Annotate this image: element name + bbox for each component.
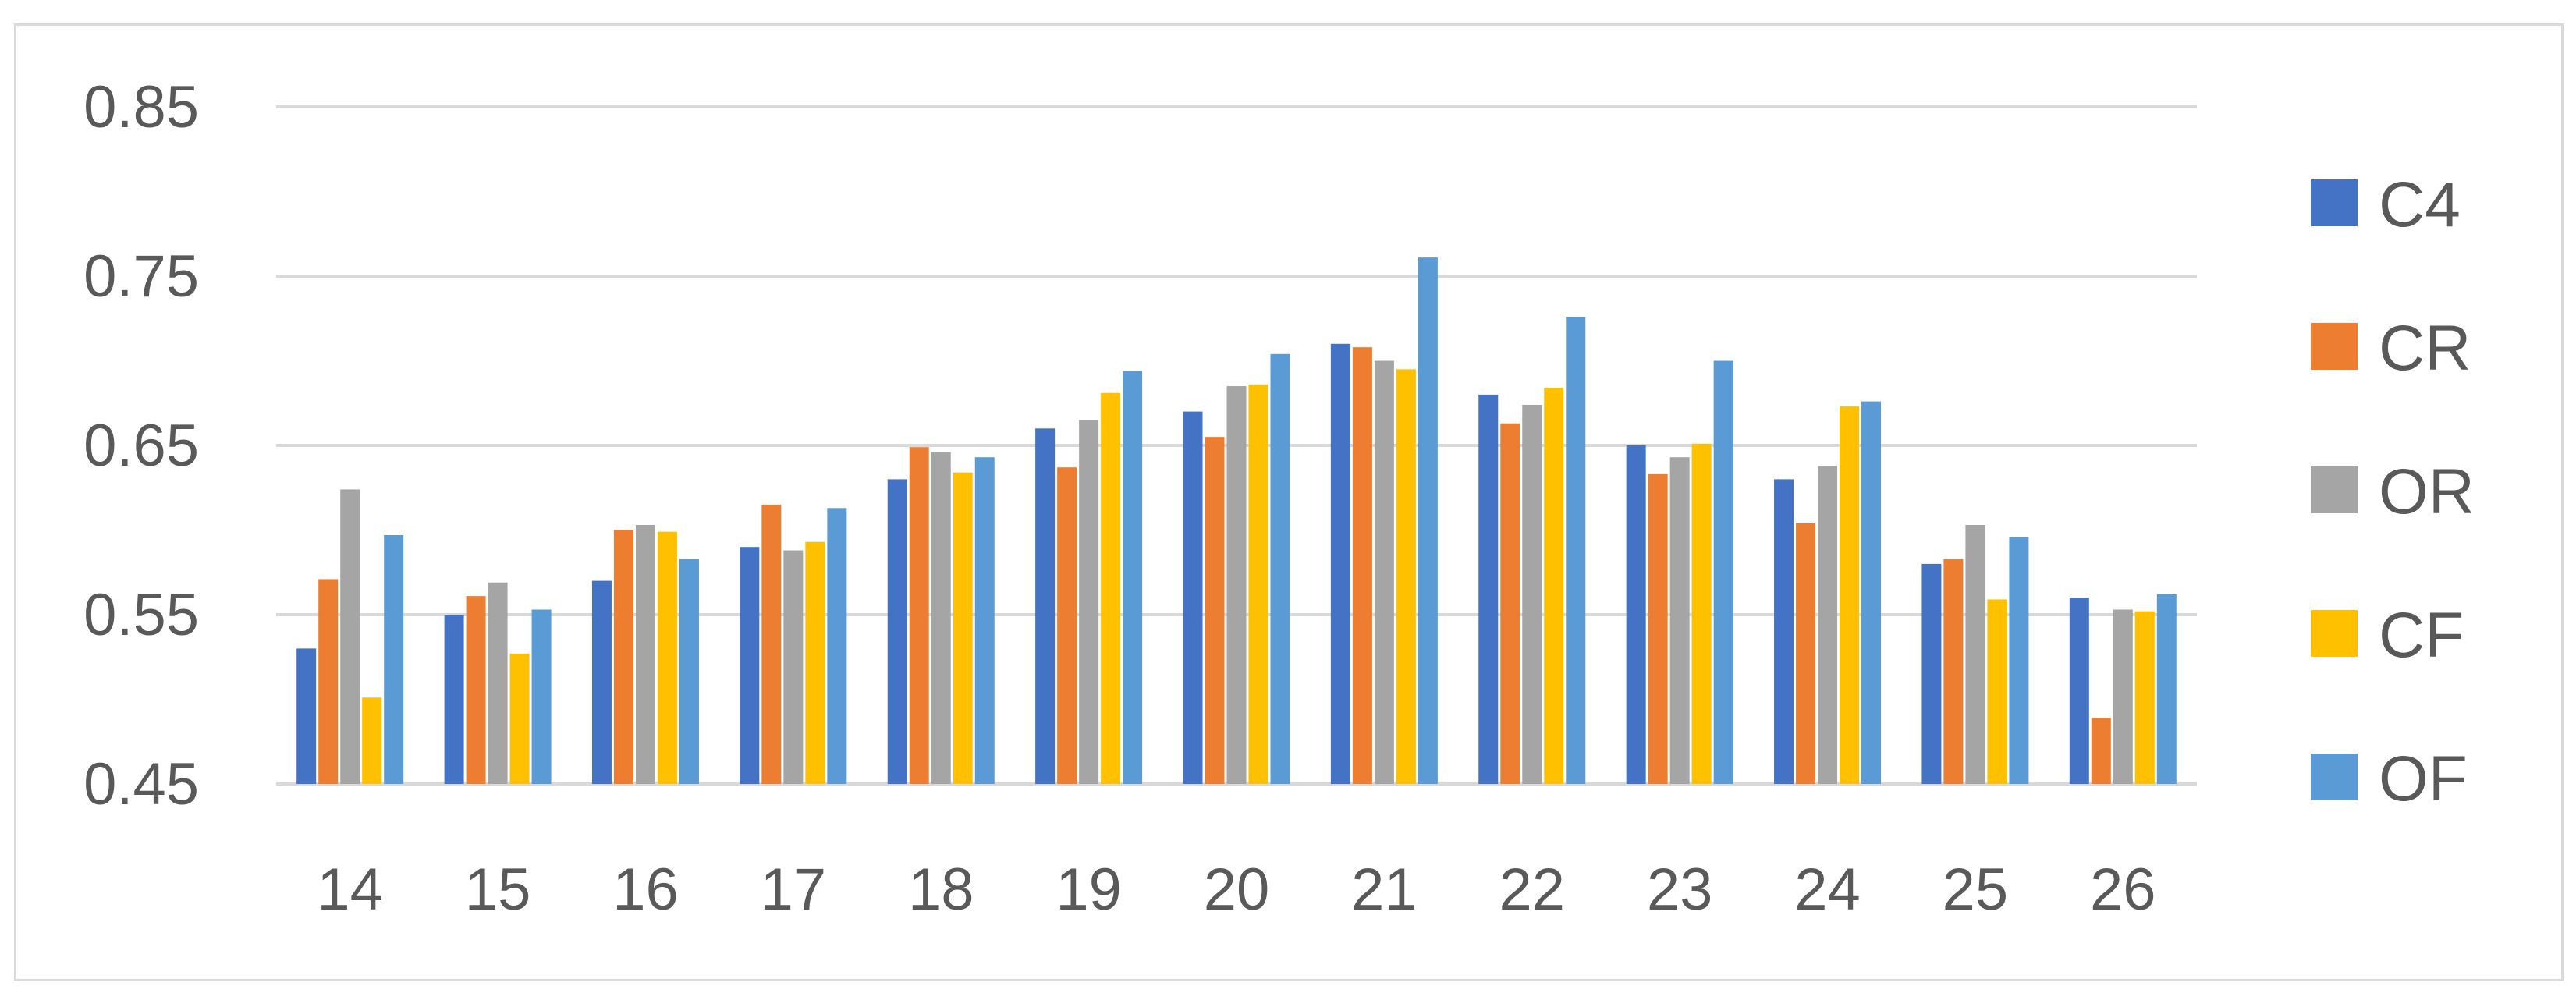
bar-c4-21 — [1330, 343, 1350, 784]
x-tick-label: 18 — [908, 856, 974, 923]
bar-c4-17 — [740, 547, 760, 784]
x-tick-label: 14 — [317, 856, 383, 923]
y-tick-label: 0.75 — [83, 243, 199, 310]
bar-cf-20 — [1248, 384, 1268, 784]
x-tick-label: 24 — [1794, 856, 1861, 923]
legend: C4 CR OR CF OF — [2311, 169, 2475, 814]
bar-cr-25 — [1943, 559, 1964, 784]
bar-c4-20 — [1183, 411, 1203, 784]
bar-or-16 — [635, 524, 655, 784]
bar-c4-19 — [1035, 428, 1056, 784]
bar-cf-15 — [509, 653, 530, 784]
bar-c4-14 — [296, 648, 317, 784]
bar-or-25 — [1965, 524, 1985, 784]
bar-cf-23 — [1691, 443, 1712, 784]
bar-or-20 — [1226, 386, 1247, 784]
bar-of-17 — [827, 508, 847, 784]
bar-cr-26 — [2091, 718, 2111, 784]
bar-of-26 — [2156, 594, 2177, 784]
bar-of-21 — [1418, 257, 1438, 784]
bar-cf-16 — [657, 531, 677, 784]
bar-or-23 — [1669, 457, 1690, 784]
legend-label-cf: CF — [2379, 600, 2464, 671]
bar-of-20 — [1270, 353, 1290, 784]
bar-cr-22 — [1500, 423, 1520, 784]
bar-c4-23 — [1626, 445, 1646, 784]
bar-of-25 — [2009, 537, 2029, 784]
legend-label-of: OF — [2379, 743, 2468, 814]
bar-cr-23 — [1648, 473, 1668, 784]
bar-of-19 — [1123, 371, 1143, 784]
bar-c4-16 — [591, 580, 612, 784]
bar-cf-26 — [2134, 611, 2155, 784]
y-axis-ticks: 0.45 0.55 0.65 0.75 0.85 — [83, 74, 199, 817]
bar-cf-14 — [362, 697, 382, 784]
x-tick-label: 15 — [465, 856, 531, 923]
x-tick-label: 26 — [2090, 856, 2156, 923]
y-tick-label: 0.65 — [83, 413, 199, 479]
bar-of-24 — [1861, 401, 1882, 784]
y-tick-label: 0.85 — [83, 74, 199, 140]
bar-of-16 — [679, 559, 699, 784]
bar-cr-15 — [466, 596, 486, 784]
bar-cr-16 — [613, 530, 633, 784]
bar-c4-26 — [2069, 598, 2089, 784]
bar-cr-14 — [318, 579, 339, 784]
bar-or-21 — [1374, 360, 1394, 784]
legend-swatch-of — [2311, 754, 2358, 800]
bar-of-23 — [1713, 360, 1733, 784]
legend-label-or: OR — [2379, 456, 2475, 527]
bar-cf-19 — [1101, 392, 1121, 784]
legend-swatch-cr — [2311, 323, 2358, 370]
x-axis-ticks: 14 15 16 17 18 19 20 21 22 23 24 25 26 — [317, 856, 2156, 923]
x-tick-label: 19 — [1056, 856, 1122, 923]
bar-c4-15 — [444, 615, 464, 784]
bar-cf-25 — [1987, 599, 2007, 784]
y-tick-label: 0.55 — [83, 582, 199, 648]
bar-or-22 — [1522, 404, 1542, 784]
bar-of-18 — [974, 457, 995, 784]
bar-or-18 — [931, 452, 951, 784]
bar-cr-21 — [1352, 347, 1372, 784]
bar-cr-17 — [761, 504, 782, 784]
bar-or-17 — [783, 550, 804, 784]
x-tick-label: 21 — [1351, 856, 1418, 923]
legend-swatch-or — [2311, 466, 2358, 513]
legend-swatch-c4 — [2311, 179, 2358, 226]
bar-cf-24 — [1840, 406, 1860, 784]
legend-label-c4: C4 — [2379, 169, 2461, 240]
bar-c4-25 — [1921, 563, 1942, 784]
bar-or-14 — [340, 489, 360, 784]
bar-or-19 — [1079, 420, 1099, 784]
bar-cf-21 — [1396, 369, 1416, 785]
y-tick-label: 0.45 — [83, 751, 199, 817]
bar-c4-22 — [1478, 394, 1499, 784]
bar-of-22 — [1566, 317, 1586, 785]
legend-swatch-cf — [2311, 610, 2358, 657]
bar-of-15 — [531, 609, 552, 784]
bar-cr-19 — [1057, 467, 1077, 784]
bar-cr-20 — [1205, 437, 1225, 784]
bar-cf-17 — [805, 541, 825, 784]
x-tick-label: 23 — [1647, 856, 1713, 923]
x-tick-label: 16 — [612, 856, 679, 923]
bar-or-26 — [2113, 609, 2133, 784]
bar-of-14 — [384, 535, 404, 784]
bar-c4-18 — [887, 479, 907, 784]
bar-or-24 — [1818, 466, 1838, 784]
x-tick-label: 22 — [1499, 856, 1565, 923]
bar-cr-18 — [909, 447, 929, 784]
bar-c4-24 — [1774, 479, 1794, 784]
x-tick-label: 17 — [761, 856, 827, 923]
bar-cr-24 — [1796, 523, 1816, 784]
legend-label-cr: CR — [2379, 313, 2471, 384]
x-tick-label: 20 — [1204, 856, 1270, 923]
bar-cf-18 — [953, 472, 973, 784]
bars — [296, 257, 2177, 785]
bar-cf-22 — [1544, 388, 1564, 784]
bar-or-15 — [488, 582, 508, 784]
x-tick-label: 25 — [1943, 856, 2009, 923]
